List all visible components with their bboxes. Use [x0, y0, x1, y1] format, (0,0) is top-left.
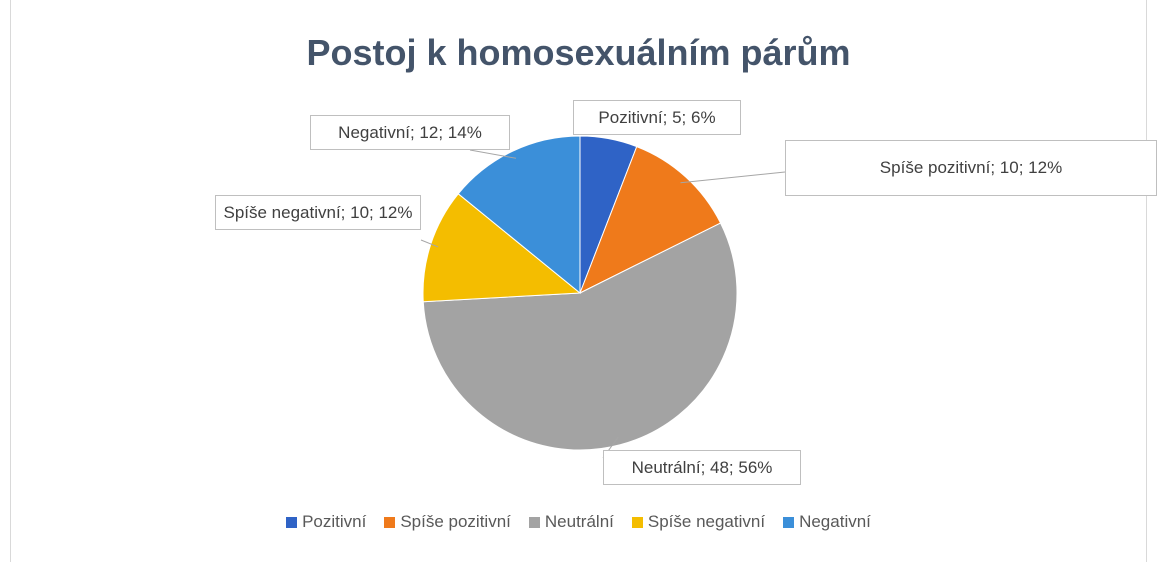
data-label: Negativní; 12; 14%	[310, 115, 510, 150]
data-label: Spíše negativní; 10; 12%	[215, 195, 421, 230]
legend: Pozitivní Spíše pozitivní Neutrální Spíše n…	[0, 512, 1157, 532]
data-label: Neutrální; 48; 56%	[603, 450, 801, 485]
legend-label: Negativní	[799, 512, 871, 531]
leader-line	[420, 239, 439, 248]
legend-label: Neutrální	[544, 512, 614, 531]
data-label: Pozitivní; 5; 6%	[573, 100, 741, 135]
leader-line	[680, 171, 786, 184]
pie-slice	[457, 135, 581, 295]
legend-item: Neutrální	[528, 512, 614, 532]
legend-item: Pozitivní	[286, 512, 366, 532]
legend-item: Spíše pozitivní	[384, 512, 511, 532]
legend-swatch	[631, 516, 643, 528]
legend-item: Negativní	[783, 512, 871, 532]
leader-line	[469, 149, 517, 159]
legend-item: Spíše negativní	[631, 512, 766, 532]
data-label: Spíše pozitivní; 10; 12%	[785, 140, 1157, 196]
legend-swatch	[384, 516, 396, 528]
legend-label: Spíše pozitivní	[400, 512, 511, 531]
pie-slice	[579, 145, 722, 295]
legend-swatch	[286, 516, 298, 528]
pie-slice	[422, 222, 738, 451]
pie-slice	[422, 193, 582, 303]
chart-frame	[10, 0, 1147, 562]
legend-swatch	[783, 516, 795, 528]
legend-label: Spíše negativní	[647, 512, 766, 531]
chart-title: Postoj k homosexuálním párům	[306, 32, 851, 73]
legend-swatch	[528, 516, 540, 528]
legend-label: Pozitivní	[302, 512, 367, 531]
